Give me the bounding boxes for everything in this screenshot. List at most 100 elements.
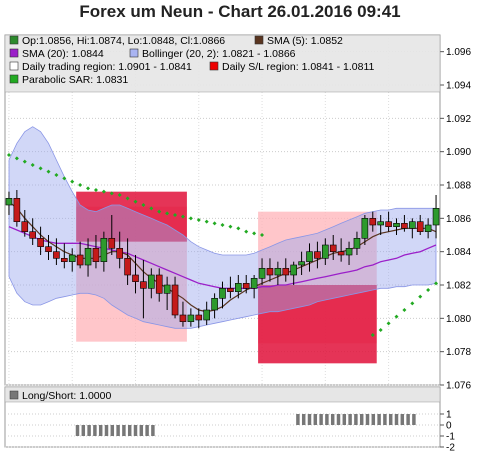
legend-label: Daily S/L region: 1.0841 - 1.0811 — [222, 61, 375, 73]
sar-point — [386, 321, 391, 326]
candle-body — [424, 224, 432, 232]
candle-body — [258, 268, 266, 279]
candle-body — [337, 251, 345, 256]
sub-legend-box — [4, 386, 441, 403]
candle-body — [132, 274, 139, 282]
long-short-bar — [93, 425, 97, 436]
sub-tick-label: -1 — [446, 432, 455, 443]
candle-body — [211, 298, 218, 311]
sar-point — [260, 233, 265, 237]
sar-point — [125, 196, 130, 201]
sl-region — [258, 285, 377, 364]
legend-swatch — [209, 61, 219, 71]
candle-body — [37, 238, 44, 247]
sar-point — [212, 221, 217, 226]
y-tick-label: 1.092 — [446, 114, 471, 125]
long-short-bar — [330, 414, 335, 425]
sar-point — [370, 333, 375, 337]
long-short-bar — [296, 414, 300, 425]
candle-body — [353, 238, 361, 249]
legend-label: Parabolic SAR: 1.0831 — [22, 74, 128, 86]
long-short-bar — [127, 425, 132, 436]
long-short-bar — [116, 425, 120, 436]
sar-point — [434, 281, 439, 286]
candle-body — [361, 218, 369, 239]
long-short-bar — [383, 414, 387, 425]
y-tick-label: 1.094 — [446, 81, 471, 92]
y-tick-label: 1.084 — [446, 247, 471, 258]
y-tick-label: 1.088 — [446, 181, 471, 192]
y-tick-label: 1.076 — [446, 381, 471, 392]
candle-body — [274, 268, 282, 276]
candle-body — [92, 248, 100, 262]
candle-body — [100, 238, 108, 262]
long-short-bar — [81, 425, 86, 436]
sar-point — [196, 218, 201, 222]
sar-point — [165, 211, 170, 216]
candle-body — [377, 221, 384, 226]
long-short-bar — [400, 414, 405, 425]
sar-point — [157, 209, 162, 214]
candle-body — [195, 314, 203, 321]
candle-body — [282, 268, 290, 276]
sar-point — [252, 231, 257, 236]
long-short-bar — [75, 425, 80, 436]
sar-point — [180, 214, 185, 219]
long-short-bar — [377, 414, 381, 425]
candle-body — [385, 221, 392, 227]
candle-body — [108, 238, 116, 249]
sar-point — [244, 229, 249, 234]
long-short-bar — [365, 414, 370, 425]
candle-body — [393, 223, 400, 227]
candle-body — [235, 283, 242, 292]
sar-point — [101, 189, 106, 194]
candle-body — [45, 246, 52, 252]
legend-label: Bollinger (20, 2): 1.0821 - 1.0866 — [142, 48, 296, 60]
candles-layer — [5, 190, 440, 329]
sub-y-axis: 10-1-2 — [440, 410, 455, 454]
sar-point — [78, 183, 83, 187]
long-short-bars — [75, 414, 416, 436]
regions-layer — [76, 191, 377, 364]
sar-point — [133, 199, 138, 204]
candle-body — [242, 283, 250, 289]
candle-body — [250, 278, 258, 289]
candle-body — [298, 261, 305, 266]
sar-point — [402, 308, 407, 312]
candle-body — [266, 268, 274, 276]
y-tick-label: 1.090 — [446, 147, 471, 158]
candle-body — [84, 248, 92, 266]
sar-point — [117, 193, 122, 197]
sar-point — [93, 188, 98, 192]
long-short-bar — [104, 425, 109, 436]
candle-body — [68, 254, 76, 262]
candle-body — [345, 248, 353, 256]
candle-body — [227, 288, 234, 292]
sar-layer — [6, 153, 439, 337]
candle-body — [409, 221, 416, 229]
legend-swatch — [129, 48, 139, 58]
sar-point — [410, 301, 415, 306]
y-tick-label: 1.078 — [446, 347, 471, 358]
legend-swatch — [254, 35, 264, 45]
legend-label: Op:1.0856, Hi:1.0874, Lo:1.0848, Cl:1.08… — [22, 35, 225, 47]
candle-body — [29, 231, 36, 239]
long-short-bar — [98, 425, 103, 436]
candle-body — [219, 288, 226, 299]
sar-point — [426, 288, 431, 292]
candle-body — [140, 281, 147, 289]
sar-point — [86, 186, 91, 191]
long-short-bar — [301, 414, 306, 425]
legend: Op:1.0856, Hi:1.0874, Lo:1.0848, Cl:1.08… — [9, 35, 375, 86]
candle-body — [179, 314, 187, 322]
sar-point — [14, 156, 19, 161]
sar-point — [220, 223, 225, 227]
sar-point — [6, 153, 11, 157]
candle-body — [53, 251, 60, 259]
long-short-bar — [406, 414, 410, 425]
sar-point — [418, 294, 423, 299]
long-short-bar — [336, 414, 341, 425]
legend-box — [4, 34, 441, 93]
candle-body — [187, 314, 195, 322]
candle-body — [124, 258, 131, 276]
